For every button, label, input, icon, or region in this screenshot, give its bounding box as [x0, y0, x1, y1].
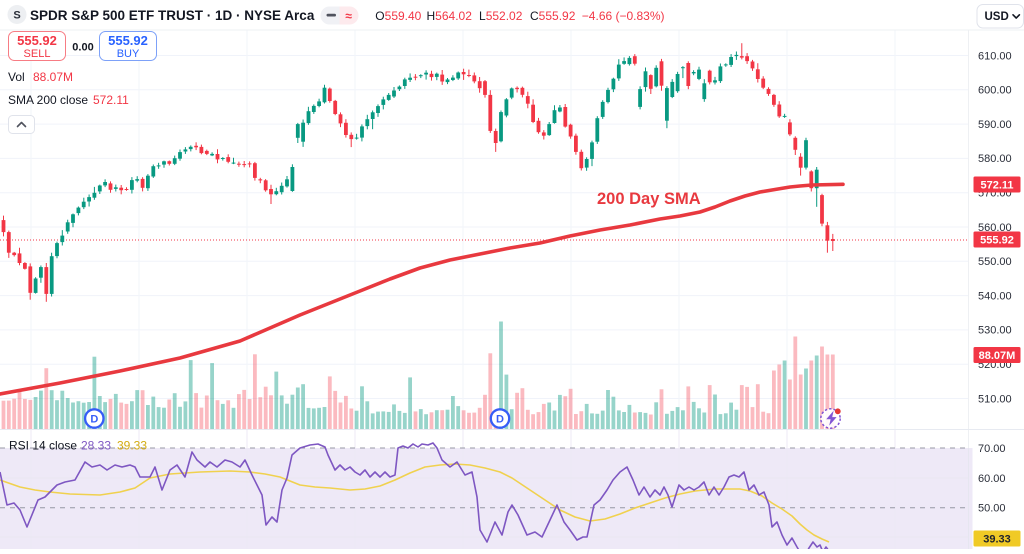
svg-text:USD: USD [985, 11, 1009, 23]
svg-text:BUY: BUY [117, 48, 140, 60]
svg-text:555.92: 555.92 [17, 33, 57, 48]
svg-text:590.00: 590.00 [978, 119, 1012, 131]
svg-text:≈: ≈ [345, 9, 352, 23]
svg-text:580.00: 580.00 [978, 153, 1012, 165]
svg-text:572.11: 572.11 [93, 93, 129, 107]
svg-text:600.00: 600.00 [978, 85, 1012, 97]
svg-text:510.00: 510.00 [978, 393, 1012, 405]
svg-text:60.00: 60.00 [978, 473, 1006, 485]
svg-text:39.33: 39.33 [983, 533, 1011, 545]
svg-text:SMA 200 close: SMA 200 close [8, 93, 88, 107]
svg-text:50.00: 50.00 [978, 503, 1006, 515]
svg-text:28.33: 28.33 [81, 439, 111, 453]
svg-text:S: S [13, 10, 20, 22]
svg-text:550.00: 550.00 [978, 256, 1012, 268]
svg-text:D: D [496, 414, 504, 426]
svg-text:88.07M: 88.07M [979, 350, 1016, 362]
svg-text:39.33: 39.33 [117, 439, 147, 453]
svg-text:0.00: 0.00 [72, 42, 93, 54]
svg-text:572.11: 572.11 [980, 179, 1013, 191]
svg-text:SPDR S&P 500 ETF TRUST · 1D ·: SPDR S&P 500 ETF TRUST · 1D · NYSE Arca [30, 8, 315, 23]
svg-text:70.00: 70.00 [978, 443, 1006, 455]
svg-text:610.00: 610.00 [978, 50, 1012, 62]
svg-text:540.00: 540.00 [978, 290, 1012, 302]
svg-text:530.00: 530.00 [978, 325, 1012, 337]
svg-text:RSI 14 close: RSI 14 close [9, 439, 77, 453]
svg-text:555.92: 555.92 [108, 33, 148, 48]
svg-text:555.92: 555.92 [980, 234, 1014, 246]
svg-text:88.07M: 88.07M [33, 70, 73, 84]
svg-text:Vol: Vol [8, 70, 25, 84]
svg-text:200 Day SMA: 200 Day SMA [597, 190, 701, 208]
svg-text:SELL: SELL [24, 48, 51, 60]
svg-text:D: D [90, 414, 98, 426]
